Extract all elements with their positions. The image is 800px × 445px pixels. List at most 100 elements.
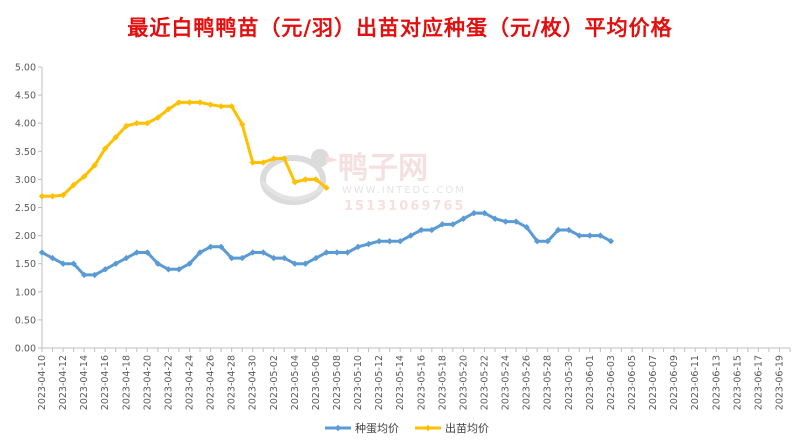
data-point — [186, 260, 193, 267]
data-point — [302, 176, 309, 183]
legend-label: 种蛋均价 — [355, 421, 399, 435]
legend-swatch-marker — [424, 424, 432, 432]
x-tick-label: 2023-04-26 — [206, 355, 217, 410]
data-point — [597, 232, 604, 239]
watermark: 鸭子网 WWW.INTEDC.COM 15131069765 — [260, 149, 466, 214]
data-point — [365, 240, 372, 248]
data-point — [144, 249, 151, 256]
watermark-brand: 鸭子网 — [338, 151, 428, 186]
data-point — [565, 226, 572, 234]
data-point — [238, 121, 246, 128]
series-2 — [38, 99, 330, 200]
data-point — [154, 260, 162, 267]
x-tick-label: 2023-04-10 — [37, 355, 48, 410]
data-point — [555, 226, 562, 234]
legend-swatch-marker — [334, 424, 342, 432]
x-tick-label: 2023-04-16 — [100, 355, 111, 410]
data-point — [418, 226, 425, 234]
data-point — [533, 238, 541, 245]
data-point — [228, 103, 235, 110]
data-point — [544, 238, 551, 245]
duck-logo-icon — [260, 149, 338, 205]
y-tick-label: 0.00 — [15, 344, 36, 355]
data-point — [260, 159, 267, 166]
data-point — [470, 209, 478, 217]
data-point — [80, 173, 88, 180]
data-point — [38, 249, 46, 256]
data-point — [281, 155, 288, 162]
y-tick-label: 1.50 — [15, 259, 36, 270]
x-tick-label: 2023-05-24 — [501, 355, 512, 410]
x-tick-label: 2023-04-24 — [184, 355, 195, 410]
data-point — [386, 238, 393, 245]
data-point — [49, 254, 56, 262]
data-point — [165, 266, 172, 273]
x-tick-label: 2023-06-15 — [732, 355, 743, 410]
data-point — [291, 260, 299, 267]
x-tick-label: 2023-05-16 — [416, 355, 427, 410]
data-point — [133, 120, 141, 127]
x-tick-label: 2023-06-17 — [753, 355, 764, 410]
chart-title: 最近白鸭鸭苗（元/羽）出苗对应种蛋（元/枚）平均价格 — [127, 16, 673, 40]
data-point — [217, 243, 225, 251]
data-point — [576, 232, 583, 239]
data-point — [270, 155, 277, 162]
data-point — [502, 218, 509, 225]
data-point — [375, 238, 383, 245]
data-point — [396, 238, 404, 245]
data-point — [123, 254, 130, 262]
x-tick-label: 2023-05-04 — [290, 355, 301, 410]
data-point — [481, 209, 488, 217]
data-point — [407, 232, 414, 239]
y-tick-label: 4.00 — [15, 119, 36, 130]
x-tick-label: 2023-04-22 — [163, 355, 174, 410]
data-point — [586, 232, 594, 239]
data-point — [102, 266, 109, 273]
data-point — [91, 271, 98, 279]
x-tick-label: 2023-05-10 — [353, 355, 364, 410]
series-layer — [38, 99, 615, 279]
x-tick-label: 2023-05-30 — [564, 355, 575, 410]
data-point — [38, 193, 46, 200]
x-tick-label: 2023-06-09 — [669, 355, 680, 410]
data-point — [428, 226, 436, 234]
data-point — [217, 103, 225, 110]
legend-label: 出苗均价 — [445, 421, 489, 435]
data-point — [70, 181, 77, 189]
watermark-site: WWW.INTEDC.COM — [342, 185, 466, 196]
x-tick-label: 2023-06-07 — [648, 355, 659, 410]
data-point — [312, 176, 320, 183]
data-point — [354, 243, 362, 251]
x-tick-label: 2023-04-28 — [227, 355, 238, 410]
data-point — [112, 260, 119, 267]
series-1 — [38, 209, 615, 279]
data-point — [512, 218, 520, 225]
x-tick-label: 2023-05-20 — [458, 355, 469, 410]
series-line — [41, 211, 612, 277]
data-point — [607, 238, 615, 245]
data-point — [291, 179, 299, 186]
x-tick-label: 2023-05-18 — [437, 355, 448, 410]
data-point — [333, 249, 341, 256]
data-point — [102, 145, 109, 152]
x-tick-label: 2023-06-01 — [585, 355, 596, 410]
data-point — [175, 99, 183, 106]
data-point — [460, 215, 467, 222]
x-tick-label: 2023-04-20 — [142, 355, 153, 410]
x-tick-label: 2023-04-18 — [121, 355, 132, 410]
data-point — [154, 114, 162, 121]
data-point — [59, 260, 67, 267]
data-point — [281, 254, 288, 262]
x-tick-label: 2023-04-12 — [58, 355, 69, 410]
y-tick-label: 2.00 — [15, 231, 36, 242]
data-point — [165, 105, 172, 113]
series-line — [42, 100, 328, 198]
x-tick-label: 2023-05-06 — [311, 355, 322, 410]
y-tick-label: 1.00 — [15, 287, 36, 298]
data-point — [207, 243, 214, 251]
data-point — [91, 162, 98, 169]
y-tick-label: 3.00 — [15, 175, 36, 186]
data-point — [523, 223, 530, 231]
data-point — [249, 249, 256, 256]
